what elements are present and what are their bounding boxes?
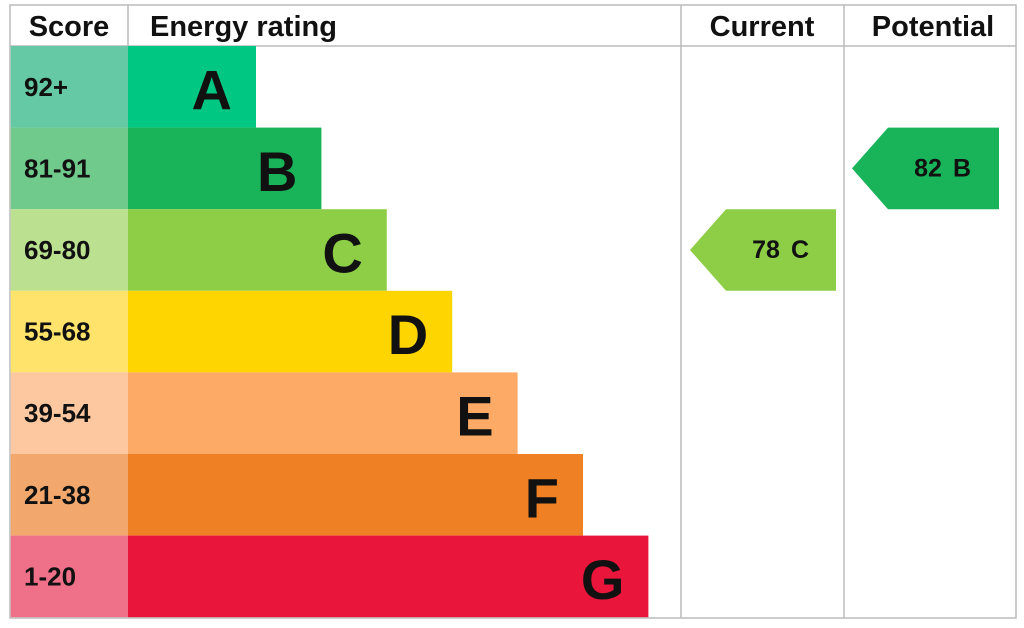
current-arrow <box>690 209 836 291</box>
score-label: 1-20 <box>24 561 76 591</box>
rating-bar <box>128 127 322 210</box>
header-score: Score <box>29 11 110 43</box>
score-label: 69-80 <box>24 235 91 265</box>
score-cell <box>10 209 128 291</box>
band-letter: D <box>388 303 428 366</box>
potential-value: 82 <box>914 154 942 182</box>
header-current: Current <box>710 11 815 43</box>
band-letter: C <box>322 222 362 285</box>
score-cell <box>10 372 128 454</box>
score-cell <box>10 535 128 618</box>
score-label: 55-68 <box>24 317 91 347</box>
rating-bar <box>128 46 256 128</box>
score-label: 81-91 <box>24 153 91 183</box>
score-cell <box>10 127 128 210</box>
score-cell <box>10 454 128 536</box>
score-cell <box>10 290 128 373</box>
rating-bar <box>128 454 583 536</box>
current-value: 78 <box>752 236 780 264</box>
rating-bar <box>128 372 518 454</box>
current-band: C <box>791 236 809 264</box>
score-cell <box>10 46 128 128</box>
score-label: 39-54 <box>24 398 91 428</box>
band-letter: F <box>525 466 559 529</box>
potential-arrow <box>852 127 999 210</box>
band-letter: E <box>456 385 493 448</box>
frame <box>9 4 1017 619</box>
rating-bar <box>128 535 649 618</box>
band-letter: G <box>581 548 625 611</box>
header-rating: Energy rating <box>150 11 337 43</box>
band-letter: A <box>192 58 232 121</box>
score-label: 21-38 <box>24 480 91 510</box>
potential-band: B <box>953 154 971 182</box>
header-potential: Potential <box>872 11 994 43</box>
score-label: 92+ <box>24 72 68 102</box>
rating-bar <box>128 290 453 373</box>
band-letter: B <box>257 140 297 203</box>
rating-bar <box>128 209 387 291</box>
